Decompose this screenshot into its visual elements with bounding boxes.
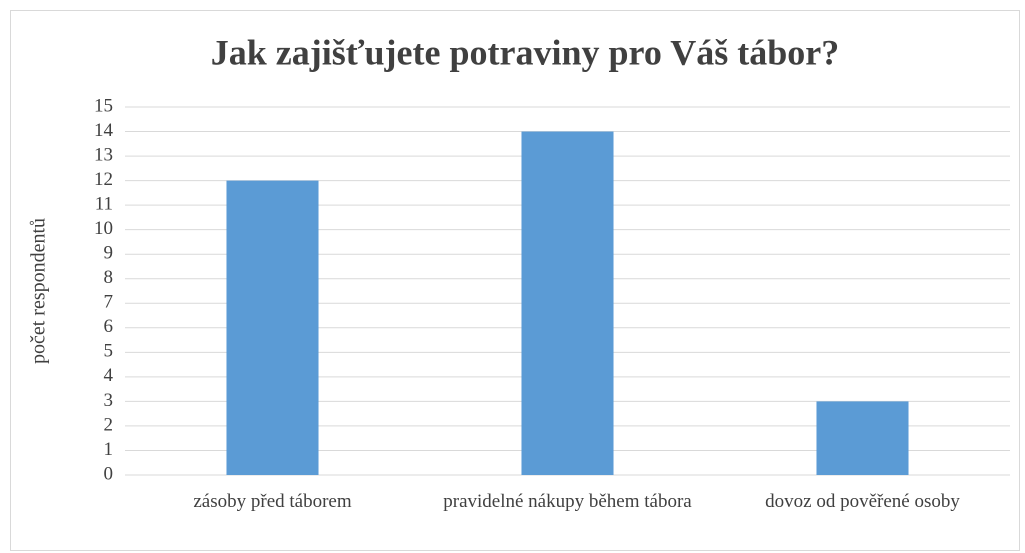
x-tick-label: dovoz od pověřené osoby xyxy=(765,491,960,512)
y-axis-label: počet respondentů xyxy=(28,218,50,364)
y-tick-label: 2 xyxy=(104,414,114,435)
y-tick-label: 3 xyxy=(104,390,114,411)
bar xyxy=(816,401,909,475)
x-tick-label: zásoby před táborem xyxy=(193,491,352,512)
y-tick-label: 13 xyxy=(94,144,113,165)
y-tick-label: 4 xyxy=(104,365,114,386)
chart-title: Jak zajišťujete potraviny pro Váš tábor? xyxy=(211,32,839,72)
y-tick-label: 5 xyxy=(104,341,114,362)
bar xyxy=(521,131,614,476)
y-tick-label: 7 xyxy=(104,292,114,313)
y-tick-label: 10 xyxy=(94,218,113,239)
y-tick-label: 0 xyxy=(104,463,114,484)
y-tick-label: 1 xyxy=(104,439,114,460)
y-tick-label: 14 xyxy=(94,120,114,141)
y-tick-label: 12 xyxy=(94,169,113,190)
y-tick-label: 9 xyxy=(104,243,114,264)
x-tick-label: pravidelné nákupy během tábora xyxy=(443,491,692,512)
y-tick-label: 6 xyxy=(104,316,114,337)
bar xyxy=(226,180,319,475)
y-tick-label: 11 xyxy=(95,193,113,214)
y-tick-label: 8 xyxy=(104,267,114,288)
y-tick-label: 15 xyxy=(94,95,113,116)
